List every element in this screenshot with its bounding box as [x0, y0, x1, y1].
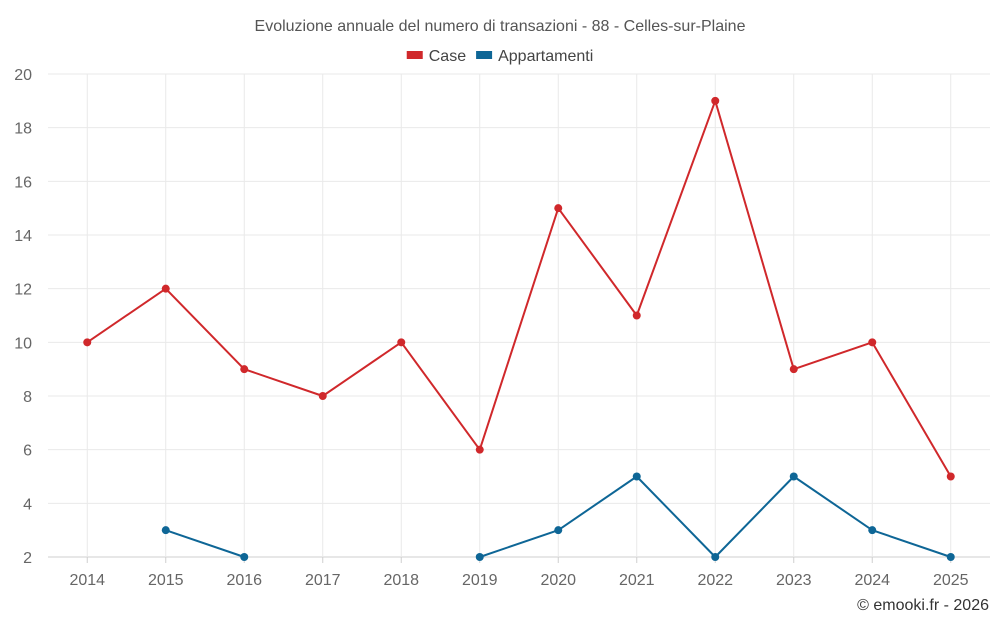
data-point[interactable] — [868, 338, 877, 347]
x-tick-label: 2019 — [462, 572, 498, 589]
data-point[interactable] — [161, 284, 170, 293]
y-tick-label: 18 — [14, 121, 32, 138]
data-point[interactable] — [554, 526, 563, 535]
data-point[interactable] — [83, 338, 92, 347]
x-tick-label: 2014 — [69, 572, 105, 589]
legend: Case Appartamenti — [406, 48, 593, 65]
data-point[interactable] — [946, 553, 955, 561]
legend-label: Appartamenti — [498, 48, 593, 65]
data-point[interactable] — [632, 311, 641, 320]
series-appartamenti — [161, 472, 955, 561]
x-axis: 2014 2015 2016 2017 2018 2019 2020 2021 2022 2023… — [69, 557, 969, 589]
data-point[interactable] — [397, 338, 406, 347]
data-point[interactable] — [711, 553, 720, 561]
data-point[interactable] — [161, 526, 170, 535]
data-point[interactable] — [632, 472, 641, 481]
x-tick-label: 2024 — [854, 572, 890, 589]
series-case — [83, 96, 955, 481]
legend-label: Case — [429, 48, 466, 65]
y-tick-label: 2 — [23, 550, 32, 567]
data-point[interactable] — [475, 445, 484, 454]
chart-title: Evoluzione annuale del numero di transaz… — [255, 18, 746, 35]
legend-item-case[interactable]: Case — [406, 48, 466, 65]
series-line — [165, 529, 245, 558]
data-point[interactable] — [240, 553, 249, 561]
y-tick-label: 8 — [23, 389, 32, 406]
x-tick-label: 2016 — [226, 572, 262, 589]
x-tick-label: 2017 — [305, 572, 341, 589]
x-tick-label: 2025 — [933, 572, 969, 589]
data-point[interactable] — [789, 365, 798, 374]
y-tick-label: 16 — [14, 174, 32, 191]
y-tick-label: 4 — [23, 496, 32, 513]
series-layer — [83, 96, 955, 561]
legend-swatch — [476, 51, 493, 59]
y-axis: 2 4 6 8 10 12 14 16 18 20 — [14, 67, 32, 567]
data-point[interactable] — [554, 204, 563, 213]
data-point[interactable] — [946, 472, 955, 481]
data-point[interactable] — [475, 553, 484, 561]
legend-item-appartamenti[interactable]: Appartamenti — [476, 48, 593, 65]
x-tick-label: 2018 — [383, 572, 419, 589]
data-point[interactable] — [868, 526, 877, 535]
legend-swatch — [406, 51, 423, 59]
x-tick-label: 2023 — [776, 572, 812, 589]
y-tick-label: 20 — [14, 67, 32, 84]
x-tick-label: 2022 — [697, 572, 733, 589]
x-tick-label: 2020 — [540, 572, 576, 589]
y-tick-label: 10 — [14, 335, 32, 352]
data-point[interactable] — [711, 96, 720, 105]
data-point[interactable] — [789, 472, 798, 481]
series-line — [86, 99, 952, 478]
y-tick-label: 12 — [14, 282, 32, 299]
x-tick-label: 2021 — [619, 572, 655, 589]
data-point[interactable] — [240, 365, 249, 374]
x-tick-label: 2015 — [148, 572, 184, 589]
credit-text: © emooki.fr - 2026 — [857, 597, 989, 614]
y-tick-label: 6 — [23, 443, 32, 460]
y-tick-label: 14 — [14, 228, 32, 245]
grid — [48, 73, 990, 558]
data-point[interactable] — [318, 392, 327, 400]
